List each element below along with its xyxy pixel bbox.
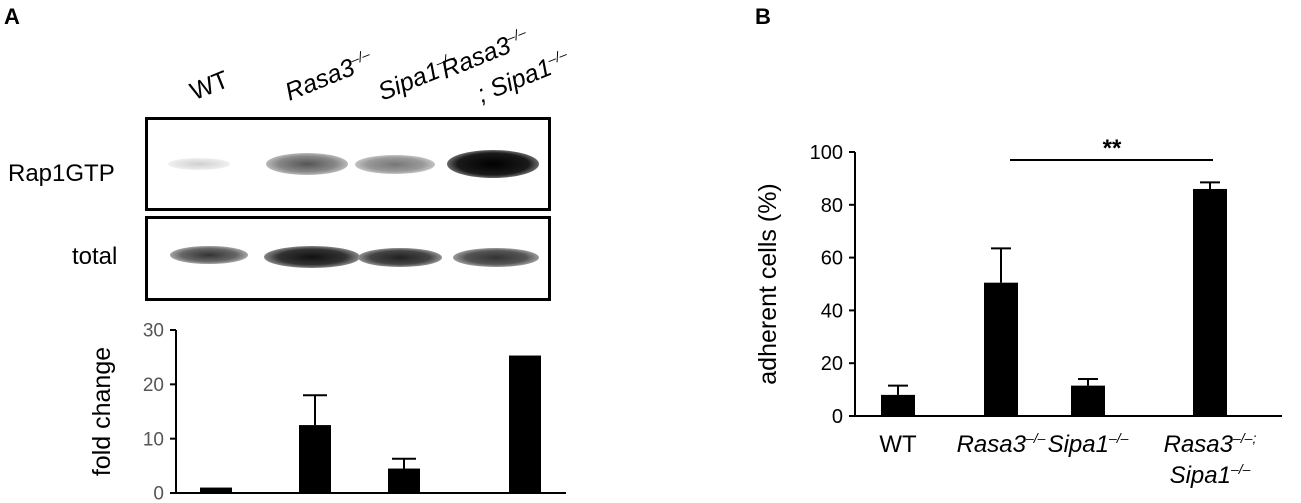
y-axis-label: adherent cells (%) [754,183,782,384]
y-tick-label: 0 [153,484,164,503]
y-tick-label: 20 [821,353,843,375]
y-tick-label: 30 [143,321,164,342]
lane-label-rasa3: Rasa3–/– [281,45,373,107]
lane-label-wt: WT [186,65,233,107]
y-tick-label: 60 [821,248,843,270]
bar [881,394,915,416]
band-rap1gtp-double [447,150,539,178]
band-total-wt [170,246,248,264]
bar [1193,188,1227,416]
y-tick-label: 80 [821,195,843,217]
x-tick-label-line2: Sipa1–/– [1170,461,1251,489]
y-tick-label: 40 [821,300,843,322]
y-tick-label: 0 [832,406,843,428]
adherent-cells-chart: 0 20 40 60 80 100 adherent cells (%) ** WT Rasa3–… [754,135,1282,489]
bar [200,487,232,493]
bar [388,468,420,493]
band-total-rasa3 [264,246,360,268]
blot-total [145,216,551,301]
x-tick-label: Rasa3–/–; [1164,430,1257,458]
y-tick-label: 10 [143,429,164,450]
panel-a-letter: A [4,4,20,29]
band-total-sipa1 [358,248,442,267]
bar [1071,385,1105,416]
band-total-double [453,248,539,267]
band-rap1gtp-rasa3 [266,153,348,175]
fold-change-chart: 0 10 20 30 fold change [88,321,566,503]
x-tick-label: WT [879,431,917,458]
y-tick-label: 20 [143,375,164,396]
bar [299,425,331,493]
bar [984,282,1018,416]
y-tick-label: 100 [810,142,843,164]
x-tick-label: Sipa1–/– [1048,430,1129,458]
blot-label-rap1gtp: Rap1GTP [8,160,115,187]
significance-stars: ** [1103,135,1122,162]
x-tick-label: Rasa3–/– [957,430,1046,458]
y-axis-label: fold change [88,347,116,476]
band-rap1gtp-wt [168,158,230,170]
panel-b-letter: B [755,4,771,29]
blot-label-total: total [72,243,118,270]
band-rap1gtp-sipa1 [355,155,435,174]
blot-rap1gtp [145,117,551,211]
bar [509,355,541,493]
